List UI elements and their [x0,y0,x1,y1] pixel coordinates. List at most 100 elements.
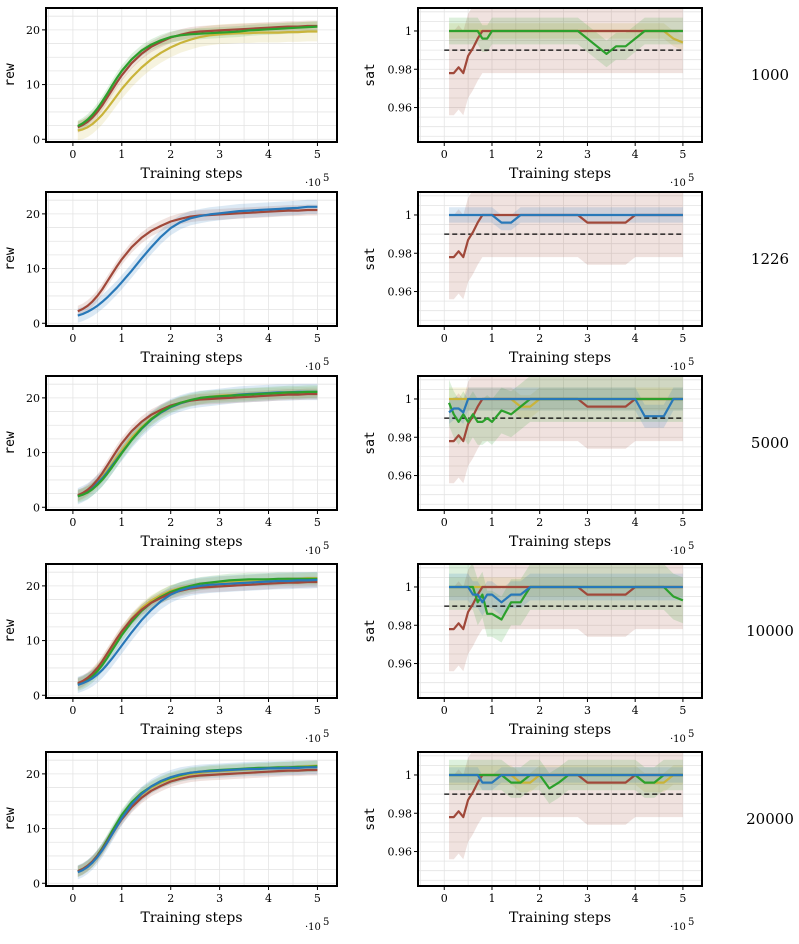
plot-area [444,376,683,484]
plot-area [77,760,318,880]
y-tick-label: 0.96 [388,102,413,115]
x-tick-label: 5 [314,892,321,905]
band-brown [449,192,683,300]
x-tick-label: 5 [314,704,321,717]
x-tick-label: 4 [265,148,272,161]
x-tick-label: 4 [265,892,272,905]
x-tick-label: 4 [632,892,639,905]
x-tick-label: 1 [488,516,495,529]
y-axis-label: rew [3,619,18,643]
y-tick-label: 20 [26,392,40,405]
x-tick-label: 0 [69,148,76,161]
x-tick-label: 2 [167,332,174,345]
row-label: 1000 [751,66,789,84]
band-green [77,760,318,877]
row-label: 10000 [746,622,794,640]
y-axis-label: sat [363,63,378,86]
y-axis-label: rew [3,63,18,87]
x-tick-label: 5 [679,332,686,345]
x-tick-label: 3 [216,704,223,717]
y-axis-label: sat [363,431,378,454]
y-tick-label: 0.98 [388,63,413,76]
x-tick-label: 1 [118,332,125,345]
y-tick-label: 0.98 [388,247,413,260]
y-tick-label: 10 [26,263,40,276]
y-tick-label: 10 [26,635,40,648]
y-tick-label: 10 [26,823,40,836]
y-tick-label: 20 [26,580,40,593]
series-line-brown [77,208,318,313]
y-tick-label: 0 [33,317,40,330]
row-label: 20000 [746,810,794,828]
x-tick-label: 4 [632,332,639,345]
x-tick-label: 0 [69,516,76,529]
y-tick-label: 0.96 [388,658,413,671]
x-exponent-base: ·10 [670,362,686,373]
series-line-green [77,577,318,686]
y-tick-label: 0.96 [388,286,413,299]
plot-area [77,571,318,694]
x-tick-label: 1 [488,148,495,161]
band-brown [449,564,683,672]
axes-frame [45,751,338,887]
axes-frame [45,7,338,143]
axes-frame [45,191,338,327]
x-tick-label: 4 [265,516,272,529]
y-tick-label: 0.96 [388,470,413,483]
series-line-yellow [77,30,318,132]
x-exponent-power: 5 [688,729,694,740]
x-tick-label: 0 [441,148,448,161]
grid [46,8,337,142]
series-line-blue [449,773,683,784]
x-tick-label: 4 [265,332,272,345]
y-tick-label: 0.98 [388,619,413,632]
x-tick-label: 1 [488,332,495,345]
plot-area [444,752,683,860]
series-line-green [77,25,318,128]
x-tick-label: 5 [314,516,321,529]
x-tick-label: 5 [314,332,321,345]
x-tick-label: 1 [118,704,125,717]
y-tick-label: 1 [405,393,412,406]
x-tick-label: 3 [216,892,223,905]
x-tick-label: 1 [488,704,495,717]
x-tick-label: 3 [216,332,223,345]
band-yellow [77,21,318,141]
x-tick-label: 2 [536,332,543,345]
y-axis-label: sat [363,807,378,830]
y-tick-label: 20 [26,24,40,37]
plot-area [444,564,684,672]
plot-area [77,199,318,323]
y-axis-label: rew [3,807,18,831]
x-axis-label: Training steps [509,350,611,366]
y-axis-label: rew [3,431,18,455]
x-exponent-power: 5 [688,173,694,184]
x-axis-label: Training steps [140,534,242,550]
row-label: 1226 [751,250,789,268]
band-yellow [449,765,683,793]
x-exponent-base: ·10 [305,922,321,933]
y-tick-label: 1 [405,769,412,782]
x-tick-label: 0 [441,332,448,345]
plot-area [444,192,683,300]
x-tick-label: 3 [216,148,223,161]
x-exponent-base: ·10 [670,178,686,189]
axes-frame [417,191,703,327]
x-exponent-base: ·10 [305,734,321,745]
x-tick-label: 2 [536,516,543,529]
series-line-green [77,765,318,873]
x-exponent-power: 5 [688,917,694,928]
x-tick-label: 3 [584,516,591,529]
series-line-blue [448,397,683,418]
x-tick-label: 0 [441,892,448,905]
x-tick-label: 2 [167,516,174,529]
axes-frame [417,563,703,699]
x-exponent-base: ·10 [305,178,321,189]
band-brown [77,388,318,501]
